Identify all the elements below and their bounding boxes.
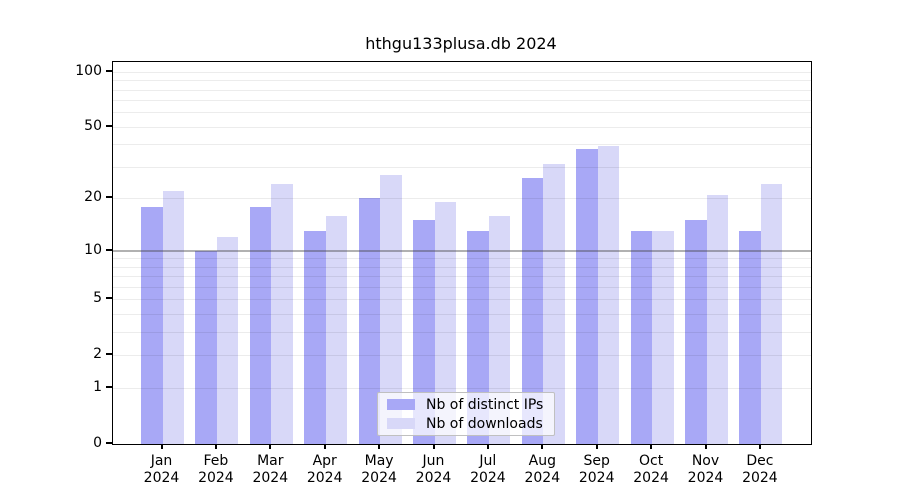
- y-tick-label-2: 2: [93, 346, 102, 363]
- bar-sep-downloads: [597, 146, 620, 444]
- bar-jun-distinct-ips: [413, 220, 435, 444]
- x-tick-jun: [432, 444, 435, 449]
- x-tick-apr: [323, 444, 326, 449]
- y-tick-label-5: 5: [93, 290, 102, 307]
- x-tick-label-oct: Oct 2024: [633, 453, 669, 486]
- chart-title: hthgu133plusa.db 2024: [365, 34, 557, 53]
- bar-mar-distinct-ips: [249, 206, 272, 444]
- x-tick-aug: [541, 444, 544, 449]
- y-tick-label-20: 20: [84, 189, 102, 206]
- y-tick-10: [106, 248, 112, 251]
- y-tick-20: [106, 196, 112, 199]
- x-tick-label-may: May 2024: [361, 453, 397, 486]
- y-tick-1: [106, 386, 112, 389]
- legend-swatch-distinct-ips: [387, 399, 415, 410]
- x-tick-label-nov: Nov 2024: [687, 453, 724, 486]
- x-tick-label-jan: Jan 2024: [143, 453, 180, 486]
- bar-nov-downloads: [706, 194, 728, 444]
- y-tick-0: [106, 442, 112, 444]
- x-tick-label-jun: Jun 2024: [415, 453, 452, 486]
- legend-row-distinct-ips: Nb of distinct IPs: [387, 397, 554, 412]
- legend-row-downloads: Nb of downloads: [387, 416, 554, 431]
- bar-jan-distinct-ips: [141, 206, 163, 444]
- bars-layer: [113, 62, 811, 444]
- bar-mar-downloads: [271, 184, 293, 444]
- x-tick-label-mar: Mar 2024: [252, 453, 289, 486]
- legend-swatch-downloads: [387, 418, 415, 429]
- x-tick-sep: [595, 444, 598, 449]
- x-tick-label-jul: Jul 2024: [470, 453, 506, 486]
- bar-apr-downloads: [325, 215, 348, 444]
- x-tick-nov: [704, 444, 707, 449]
- bar-oct-distinct-ips: [630, 231, 653, 444]
- bar-dec-downloads: [760, 184, 783, 444]
- bar-jun-downloads: [434, 202, 456, 444]
- x-tick-label-feb: Feb 2024: [198, 453, 234, 486]
- bar-may-distinct-ips: [358, 198, 381, 444]
- bar-aug-downloads: [543, 164, 565, 444]
- y-tick-100: [106, 69, 112, 72]
- x-tick-jul: [486, 444, 489, 449]
- y-tick-label-100: 100: [75, 62, 102, 79]
- x-tick-label-dec: Dec 2024: [742, 453, 778, 486]
- x-tick-label-sep: Sep 2024: [578, 453, 615, 486]
- x-tick-oct: [650, 444, 653, 449]
- bar-dec-distinct-ips: [739, 231, 761, 444]
- bar-nov-distinct-ips: [685, 220, 707, 444]
- x-tick-feb: [214, 444, 217, 449]
- y-tick-label-0: 0: [93, 435, 102, 451]
- y-tick-50: [106, 124, 112, 127]
- bar-jul-downloads: [488, 215, 511, 444]
- bar-may-downloads: [380, 175, 402, 444]
- bar-jan-downloads: [162, 191, 184, 444]
- x-tick-label-apr: Apr 2024: [306, 453, 343, 486]
- y-tick-label-50: 50: [84, 117, 102, 134]
- bar-oct-downloads: [652, 231, 674, 444]
- bar-feb-distinct-ips: [195, 250, 217, 444]
- legend: Nb of distinct IPs Nb of downloads: [377, 392, 555, 436]
- x-tick-mar: [269, 444, 272, 449]
- y-tick-5: [106, 297, 112, 300]
- legend-label-downloads: Nb of downloads: [426, 415, 543, 432]
- y-tick-2: [106, 353, 112, 356]
- bar-apr-distinct-ips: [304, 231, 326, 444]
- bar-sep-distinct-ips: [576, 148, 598, 444]
- x-tick-jan: [160, 444, 163, 449]
- bar-feb-downloads: [216, 237, 239, 444]
- bar-aug-distinct-ips: [521, 178, 544, 444]
- y-tick-label-1: 1: [93, 379, 102, 396]
- bar-jul-distinct-ips: [467, 231, 489, 444]
- x-tick-dec: [758, 444, 761, 449]
- legend-label-distinct-ips: Nb of distinct IPs: [426, 396, 544, 413]
- x-tick-may: [378, 444, 381, 449]
- x-tick-label-aug: Aug 2024: [524, 453, 561, 486]
- plot-area: Nb of distinct IPs Nb of downloads: [112, 61, 812, 445]
- y-tick-label-10: 10: [84, 241, 102, 258]
